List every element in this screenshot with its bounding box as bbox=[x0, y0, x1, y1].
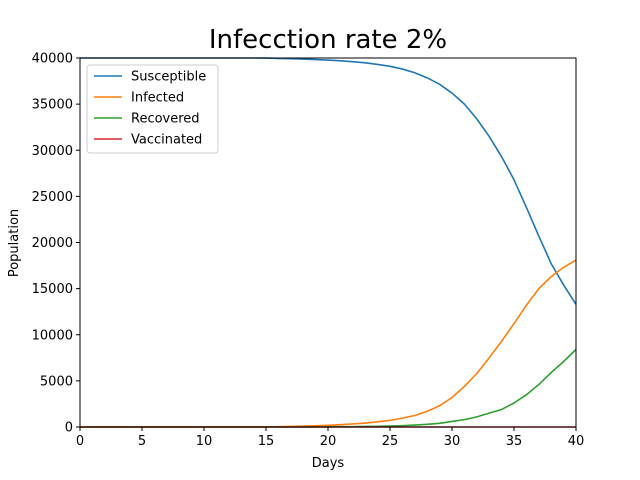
x-tick-label: 30 bbox=[444, 434, 461, 449]
x-axis: 0 5 10 15 20 25 30 35 40 bbox=[76, 427, 584, 449]
x-tick-label: 35 bbox=[506, 434, 523, 449]
y-axis-label: Population bbox=[7, 209, 22, 277]
x-tick-label: 15 bbox=[258, 434, 275, 449]
y-tick-label: 35000 bbox=[32, 98, 73, 113]
x-tick-label: 10 bbox=[196, 434, 213, 449]
legend: Susceptible Infected Recovered Vaccinated bbox=[86, 64, 219, 154]
y-tick-label: 0 bbox=[65, 421, 73, 436]
y-tick-label: 5000 bbox=[40, 374, 73, 389]
x-tick-label: 5 bbox=[138, 434, 146, 449]
y-tick-label: 30000 bbox=[32, 144, 73, 159]
x-tick-label: 20 bbox=[320, 434, 337, 449]
x-tick-label: 40 bbox=[568, 434, 585, 449]
x-tick-label: 0 bbox=[76, 434, 84, 449]
x-tick-label: 25 bbox=[382, 434, 399, 449]
legend-label-infected: Infected bbox=[131, 91, 184, 106]
chart-title: Infecction rate 2% bbox=[209, 25, 447, 55]
legend-label-vaccinated: Vaccinated bbox=[131, 133, 202, 148]
legend-label-susceptible: Susceptible bbox=[131, 70, 206, 85]
y-tick-label: 25000 bbox=[32, 190, 73, 205]
y-axis: 0 5000 10000 15000 20000 25000 30000 35000 40000 bbox=[32, 52, 80, 436]
y-tick-label: 15000 bbox=[32, 282, 73, 297]
x-axis-label: Days bbox=[312, 456, 345, 471]
y-tick-label: 10000 bbox=[32, 328, 73, 343]
y-tick-label: 20000 bbox=[32, 236, 73, 251]
legend-label-recovered: Recovered bbox=[131, 112, 200, 127]
y-tick-label: 40000 bbox=[32, 52, 73, 67]
legend-box bbox=[86, 64, 219, 154]
